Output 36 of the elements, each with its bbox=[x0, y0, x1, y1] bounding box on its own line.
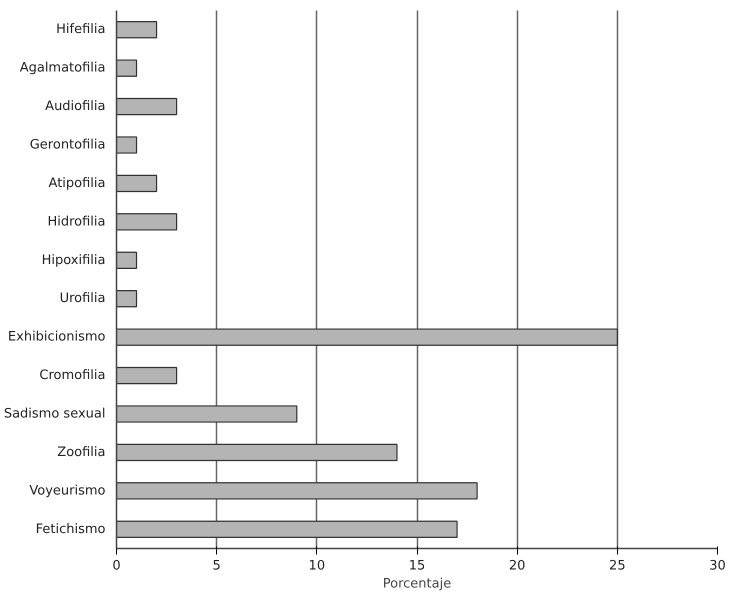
bar bbox=[116, 482, 478, 500]
y-tick-label: Hipoxifilia bbox=[42, 252, 106, 268]
x-tick-label: 20 bbox=[508, 558, 526, 574]
y-tick-label: Hifefilia bbox=[56, 22, 106, 38]
bar bbox=[116, 252, 138, 269]
y-tick-label: Fetichismo bbox=[36, 522, 106, 537]
y-tick-label: Gerontofilia bbox=[30, 138, 106, 152]
y-tick-label: Atipofilia bbox=[48, 176, 106, 191]
bar bbox=[116, 520, 458, 538]
y-tick-label: Agalmatofilia bbox=[20, 60, 106, 76]
y-tick-label: Hidrofilia bbox=[47, 214, 106, 230]
y-tick-label: Exhibicionismo bbox=[8, 330, 106, 345]
y-tick-label: Voyeurismo bbox=[29, 483, 106, 498]
bar bbox=[116, 444, 398, 462]
bar bbox=[116, 405, 298, 423]
bar bbox=[116, 21, 158, 38]
y-tick-label: Urofilia bbox=[60, 291, 106, 306]
x-tick-label: 25 bbox=[609, 558, 626, 574]
y-tick-label: Sadismo sexual bbox=[4, 406, 106, 422]
y-tick-label: Cromofilia bbox=[39, 368, 106, 384]
y-tick-label: Zoofilia bbox=[57, 444, 106, 460]
bar bbox=[116, 136, 138, 154]
x-tick-label: 10 bbox=[308, 558, 326, 574]
x-tick-label: 5 bbox=[212, 558, 221, 574]
bar bbox=[116, 366, 178, 384]
bar bbox=[116, 290, 138, 308]
x-tick-label: 15 bbox=[408, 558, 426, 574]
bar bbox=[116, 174, 158, 192]
x-tick-label: 0 bbox=[112, 558, 121, 574]
bar bbox=[116, 213, 178, 231]
bar bbox=[116, 98, 178, 116]
bar bbox=[116, 328, 618, 346]
bar bbox=[116, 59, 138, 77]
x-tick-label: 30 bbox=[709, 558, 726, 574]
x-axis-title: Porcentaje bbox=[382, 576, 452, 592]
y-tick-label: Audiofilia bbox=[45, 99, 106, 114]
